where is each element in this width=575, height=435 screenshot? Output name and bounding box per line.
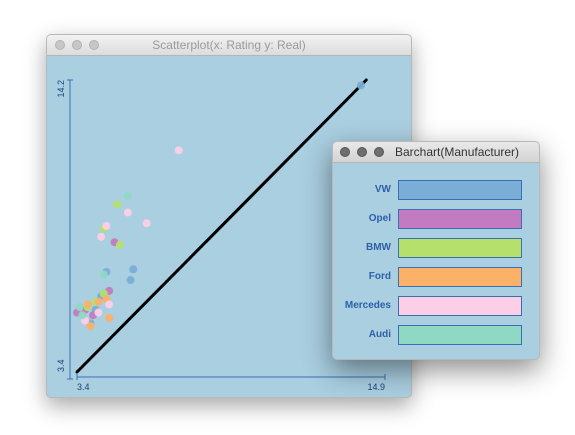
bar-label-audi: Audi: [369, 325, 391, 345]
bar-row-bmw[interactable]: BMW: [333, 238, 539, 258]
bar-vw[interactable]: [398, 180, 522, 200]
barchart-window[interactable]: Barchart(Manufacturer) VW Opel BMW Ford Merc…: [332, 141, 540, 360]
barchart-title: Barchart(Manufacturer): [395, 142, 539, 162]
scatter-point-ford-4: [105, 314, 113, 322]
close-button[interactable]: [340, 147, 350, 157]
bar-label-bmw: BMW: [366, 238, 391, 258]
bar-row-vw[interactable]: VW: [333, 180, 539, 200]
x-tick-label-min: 3.4: [77, 382, 90, 392]
bar-row-ford[interactable]: Ford: [333, 267, 539, 287]
scatter-point-mercedes-4: [102, 222, 110, 230]
scatter-point-mercedes-5: [124, 208, 132, 216]
scatter-point-audi-1: [76, 303, 84, 311]
bar-ford[interactable]: [398, 267, 522, 287]
bar-mercedes[interactable]: [398, 296, 522, 316]
scatter-point-bmw-4: [113, 200, 121, 208]
scatter-point-bmw-5: [116, 241, 124, 249]
scatter-point-mercedes-3: [97, 233, 105, 241]
bar-label-opel: Opel: [369, 209, 391, 229]
bar-audi[interactable]: [398, 325, 522, 345]
scatter-point-mercedes-2: [105, 300, 113, 308]
scatter-point-vw-5: [129, 265, 137, 273]
scatter-point-ford-2: [94, 298, 102, 306]
zoom-button[interactable]: [374, 147, 384, 157]
y-tick-label-max: 14.2: [56, 80, 66, 98]
scatter-point-vw-7: [357, 81, 365, 89]
bar-row-mercedes[interactable]: Mercedes: [333, 296, 539, 316]
bar-label-ford: Ford: [369, 267, 391, 287]
reference-diagonal-line: [77, 80, 366, 372]
bar-label-vw: VW: [375, 180, 391, 200]
scatterplot-title: Scatterplot(x: Rating y: Real): [47, 35, 411, 55]
bar-label-mercedes: Mercedes: [345, 296, 391, 316]
scatter-point-mercedes-1: [94, 309, 102, 317]
bar-bmw[interactable]: [398, 238, 522, 258]
scatter-point-ford-1: [84, 300, 92, 308]
x-tick-label-max: 14.9: [367, 382, 385, 392]
scatter-point-audi-0: [78, 311, 86, 319]
y-tick-label-min: 3.4: [56, 359, 66, 372]
scatterplot-titlebar[interactable]: Scatterplot(x: Rating y: Real): [47, 35, 411, 56]
barchart-titlebar[interactable]: Barchart(Manufacturer): [333, 142, 539, 163]
minimize-button[interactable]: [357, 147, 367, 157]
scatter-point-audi-2: [100, 271, 108, 279]
scatter-point-vw-4: [127, 276, 135, 284]
scatter-point-audi-3: [124, 192, 132, 200]
bar-opel[interactable]: [398, 209, 522, 229]
scatter-point-mercedes-6: [143, 219, 151, 227]
bar-row-opel[interactable]: Opel: [333, 209, 539, 229]
bar-row-audi[interactable]: Audi: [333, 325, 539, 345]
scatter-point-mercedes-7: [175, 146, 183, 154]
